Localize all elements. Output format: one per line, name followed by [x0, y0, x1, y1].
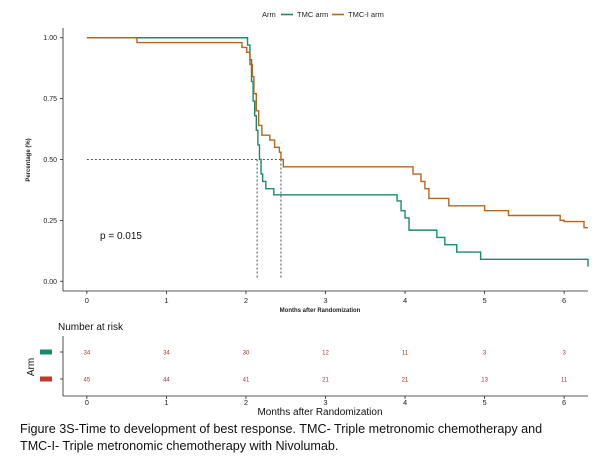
risk-x-axis-label: Months after Randomization: [257, 407, 382, 418]
risk-x-tick-label: 2: [244, 398, 248, 407]
risk-count: 3: [562, 351, 566, 357]
y-tick-label: 0.25: [43, 218, 57, 225]
risk-table: Number at risk Arm 34 34 30 12 11 3 345 44 41 21 2…: [26, 322, 588, 418]
risk-count: 34: [84, 351, 91, 357]
x-tick-label: 5: [483, 296, 487, 305]
tmc-arm-curve: [86, 37, 589, 267]
legend-title: Arm: [262, 10, 276, 19]
y-axis-label: Percentage (%): [26, 138, 32, 181]
y-tick-label: 0.50: [43, 157, 57, 164]
risk-row-swatch-tmc: [40, 349, 52, 355]
legend-label-tmci: TMC-I arm: [348, 10, 384, 19]
km-plot: 0.00 0.25 0.50 0.75 1.00 0 1 2 3 4 5 6 Percentage …: [26, 28, 589, 314]
x-tick-label: 2: [244, 296, 248, 305]
risk-x-tick-label: 4: [403, 398, 407, 407]
risk-table-title: Number at risk: [58, 322, 124, 333]
legend-label-tmc: TMC arm: [297, 10, 328, 19]
x-tick-label: 4: [403, 296, 407, 305]
risk-count: 30: [243, 351, 250, 357]
p-value-annotation: p = 0.015: [100, 231, 142, 242]
risk-x-tick-label: 0: [85, 398, 89, 407]
risk-count: 3: [483, 351, 487, 357]
risk-count: 41: [243, 378, 250, 384]
figure-caption: Figure 3S-Time to development of best re…: [20, 421, 590, 455]
risk-x-tick-label: 3: [323, 398, 327, 407]
x-tick-label: 6: [562, 296, 566, 305]
caption-line-2: TMC-I- Triple metronomic chemotherapy wi…: [20, 439, 339, 453]
risk-count: 21: [322, 378, 329, 384]
risk-count: 11: [402, 351, 409, 357]
risk-count: 21: [402, 378, 409, 384]
risk-x-tick-label: 5: [483, 398, 487, 407]
risk-count: 34: [163, 351, 170, 357]
caption-line-1: Figure 3S-Time to development of best re…: [20, 422, 543, 436]
risk-count: 44: [163, 378, 170, 384]
risk-count: 12: [322, 351, 329, 357]
y-tick-label: 1.00: [43, 35, 57, 42]
risk-x-tick-label: 6: [562, 398, 566, 407]
x-tick-label: 3: [323, 296, 327, 305]
risk-count: 11: [561, 378, 568, 384]
y-tick-label: 0.00: [43, 279, 57, 286]
risk-row-swatch-tmci: [40, 376, 52, 382]
x-tick-label: 1: [164, 296, 168, 305]
risk-x-tick-label: 1: [164, 398, 168, 407]
risk-table-row-label: Arm: [26, 358, 37, 376]
y-tick-label: 0.75: [43, 96, 57, 103]
figure: Arm TMC arm TMC-I arm 0.00 0.25 0.50 0.75 1.…: [26, 10, 589, 418]
legend: Arm TMC arm TMC-I arm: [262, 10, 384, 19]
x-tick-label: 0: [85, 296, 89, 305]
x-axis-label: Months after Randomization: [280, 308, 361, 314]
risk-count: 13: [481, 378, 488, 384]
tmc-i-arm-curve: [86, 37, 588, 229]
risk-count: 45: [84, 378, 91, 384]
